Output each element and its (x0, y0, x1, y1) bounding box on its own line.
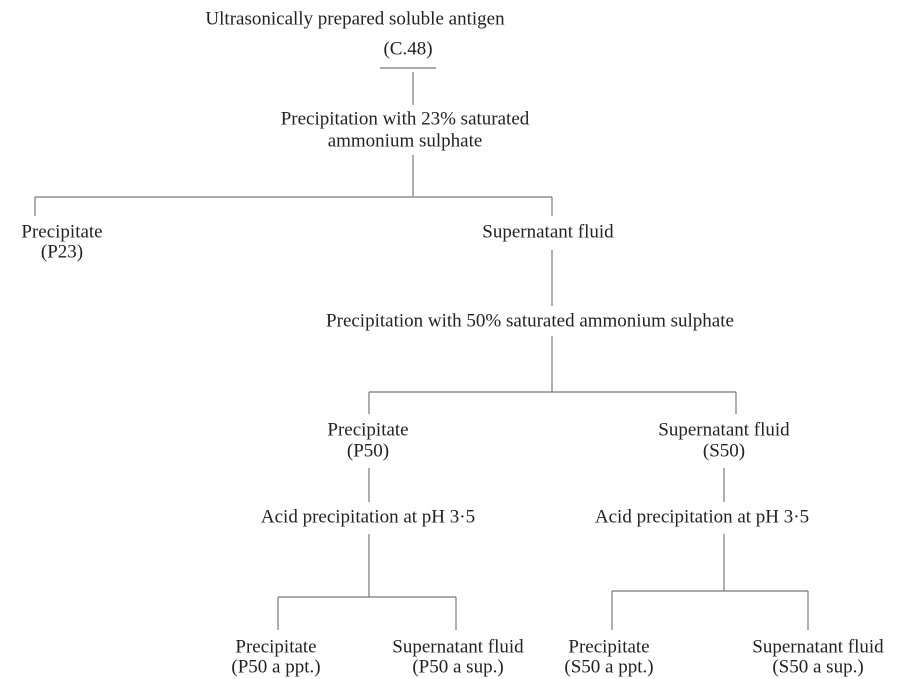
node-label: Supernatant fluid (482, 221, 614, 242)
node-label: Supernatant fluid (658, 419, 790, 440)
node-label: Acid precipitation at pH 3·5 (595, 506, 809, 527)
node-label: Precipitate (21, 221, 102, 242)
node-label: Precipitate (235, 636, 316, 657)
connectors (34, 67, 809, 630)
node-label: (P50 a ppt.) (231, 656, 320, 677)
node-label: Supernatant fluid (752, 636, 884, 657)
node-label: Precipitate (327, 419, 408, 440)
node-label: (S50 a ppt.) (564, 656, 653, 677)
node-label: (C.48) (383, 38, 432, 59)
node-label: Ultrasonically prepared soluble antigen (205, 8, 505, 29)
node-label: Precipitate (568, 636, 649, 657)
node-label: (P50) (347, 440, 389, 461)
node-label: (S50 a sup.) (772, 656, 863, 677)
node-label: Precipitation with 23% saturated (281, 108, 530, 129)
node-label: Acid precipitation at pH 3·5 (261, 506, 475, 527)
node-label: ammonium sulphate (328, 130, 483, 151)
node-label: Precipitation with 50% saturated ammoniu… (326, 310, 734, 331)
node-label: (S50) (703, 440, 745, 461)
node-label: Supernatant fluid (392, 636, 524, 657)
node-label: (P23) (41, 241, 83, 262)
node-label: (P50 a sup.) (412, 656, 503, 677)
labels: Ultrasonically prepared soluble antigen … (21, 8, 884, 677)
